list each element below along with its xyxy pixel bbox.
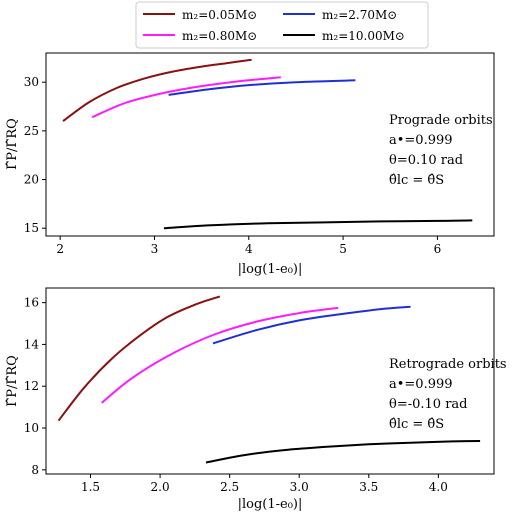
top-series-line-2 <box>168 79 356 96</box>
top-panel-xlabel: |log(1-e₀)| <box>238 262 303 277</box>
legend-label-3: m₂=10.00M⊙ <box>322 29 405 43</box>
top-y-tick-label: 15 <box>24 221 39 235</box>
bottom-y-tick-label: 10 <box>24 421 39 435</box>
top-annotation-line-1: a•=0.999 <box>389 133 453 148</box>
top-panel: 2 3 4 5 6 15 20 25 30 |log(1-e₀)| Γ̂P/Γ̂RQ Progr… <box>5 52 495 277</box>
bottom-series-line-2 <box>212 305 411 345</box>
bottom-x-tick-label: 2.5 <box>220 480 239 494</box>
top-panel-ylabel: Γ̂P/Γ̂RQ <box>5 118 20 170</box>
top-series-line-3 <box>163 219 473 230</box>
top-annotation-line-0: Prograde orbits <box>389 113 493 128</box>
bottom-x-tick-label: 3.0 <box>290 480 309 494</box>
bottom-panel-series <box>57 295 481 464</box>
top-x-tick-label: 2 <box>56 242 64 256</box>
bottom-annotation-line-3: θ̂lc = θ̂S <box>389 417 444 432</box>
bottom-y-tick-label: 14 <box>24 337 40 351</box>
bottom-x-tick-label: 3.5 <box>359 480 378 494</box>
top-panel-series <box>62 58 473 230</box>
top-y-tick-label: 20 <box>24 173 39 187</box>
bottom-x-tick-label: 2.0 <box>151 480 170 494</box>
bottom-annotation-line-2: θ=-0.10 rad <box>389 397 467 412</box>
top-annotation-line-3: θ̂lc = θ̂S <box>389 173 444 188</box>
bottom-series-line-3 <box>205 440 481 464</box>
bottom-y-tick-label: 12 <box>24 379 39 393</box>
top-series-line-1 <box>91 76 281 119</box>
top-panel-ticks: 2 3 4 5 6 15 20 25 30 <box>24 75 442 256</box>
top-x-tick-label: 5 <box>339 242 347 256</box>
top-series-line-0 <box>62 58 252 122</box>
legend-frame <box>135 1 429 49</box>
bottom-panel-ylabel: Γ̂P/Γ̂RQ <box>5 355 20 407</box>
top-panel-frame <box>45 52 495 237</box>
bottom-panel-frame <box>45 287 495 475</box>
bottom-x-tick-label: 4.0 <box>429 480 448 494</box>
top-annotation-line-2: θ=0.10 rad <box>389 153 463 168</box>
top-x-tick-label: 3 <box>151 242 159 256</box>
bottom-y-tick-label: 16 <box>24 296 39 310</box>
top-y-tick-label: 25 <box>24 124 39 138</box>
top-y-tick-label: 30 <box>24 75 39 89</box>
legend: m₂=0.05M⊙ m₂=2.70M⊙ m₂=0.80M⊙ m₂=10.00M⊙ <box>135 1 429 49</box>
bottom-x-tick-label: 1.5 <box>81 480 100 494</box>
bottom-y-tick-label: 8 <box>31 463 39 477</box>
bottom-panel-ticks: 1.5 2.0 2.5 3.0 3.5 4.0 8 10 12 14 16 <box>24 296 448 494</box>
legend-label-1: m₂=2.70M⊙ <box>322 8 397 22</box>
bottom-annotation-line-0: Retrograde orbits <box>389 357 507 372</box>
legend-label-0: m₂=0.05M⊙ <box>182 8 257 22</box>
legend-label-2: m₂=0.80M⊙ <box>182 29 257 43</box>
bottom-panel-xlabel: |log(1-e₀)| <box>238 497 303 512</box>
top-x-tick-label: 6 <box>434 242 442 256</box>
bottom-series-line-1 <box>101 306 339 404</box>
bottom-annotation-line-1: a•=0.999 <box>389 377 453 392</box>
top-x-tick-label: 4 <box>245 242 253 256</box>
bottom-series-line-0 <box>57 295 221 422</box>
